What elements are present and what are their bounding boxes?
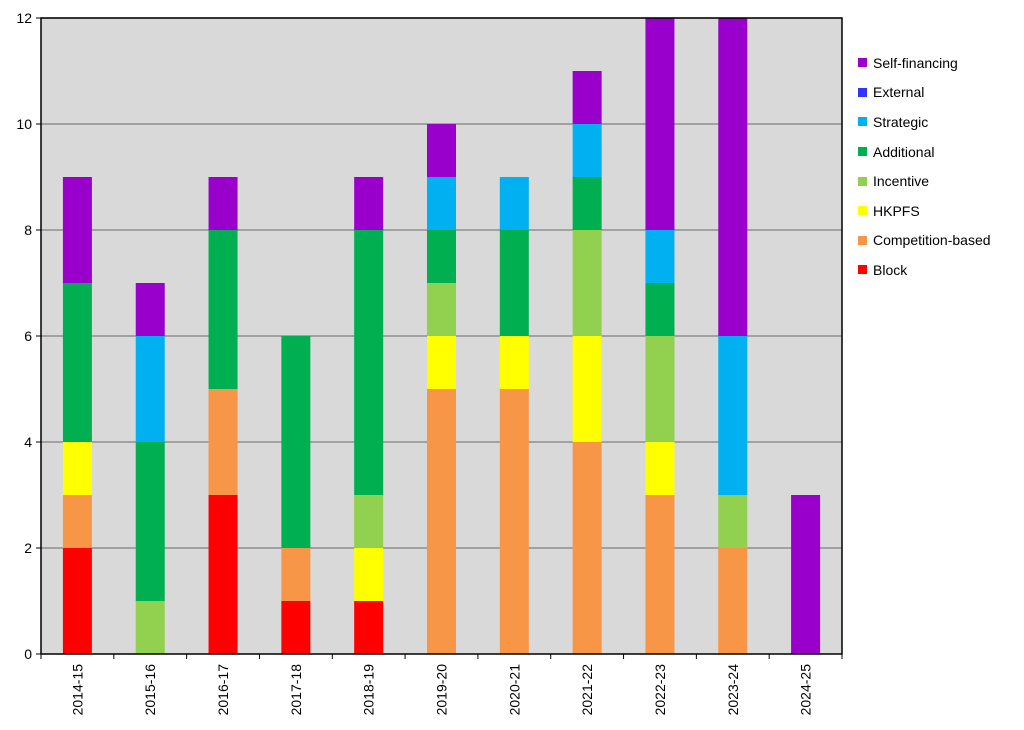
bar-segment-hkpfs [572,336,602,442]
bar-segment-hkpfs [499,336,529,389]
bar-segment-self-financing [718,18,748,336]
bar-segment-self-financing [791,495,821,654]
legend-label: Additional [873,143,935,160]
legend-item: HKPFS [858,196,991,226]
bar-segment-competition-based [208,389,238,495]
legend-swatch [858,147,867,157]
legend-item: Strategic [858,107,991,137]
bar-segment-self-financing [135,283,165,336]
bar-segment-self-financing [354,177,384,230]
bar-segment-self-financing [645,18,675,230]
legend-item: Competition-based [858,226,991,256]
legend: Self-financing External Strategic Additiona… [858,48,991,285]
legend-label: Self-financing [873,54,958,71]
legend-swatch [858,206,867,216]
y-tick-label: 8 [24,222,32,238]
y-tick-label: 10 [16,116,32,132]
bar-segment-strategic [718,336,748,495]
legend-label: Incentive [873,173,930,190]
legend-swatch [858,58,867,68]
y-tick-label: 6 [24,328,32,344]
y-tick-label: 4 [24,434,32,450]
bar-segment-hkpfs [62,442,92,495]
bar-segment-competition-based [427,389,456,654]
bar-segment-self-financing [62,177,92,283]
legend-item: External [858,78,991,108]
bar-segment-self-financing [208,177,238,230]
bar-segment-additional [62,283,92,442]
x-tick-label: 2018-19 [361,664,377,716]
bar-segment-incentive [718,495,748,548]
bar-segment-incentive [645,336,675,442]
bar-segment-additional [572,177,602,230]
x-tick-label: 2014-15 [69,664,85,716]
x-tick-label: 2024-25 [798,664,814,716]
x-tick-label: 2022-23 [652,664,668,716]
legend-item: Incentive [858,166,991,196]
legend-item: Block [858,255,991,285]
bar-segment-hkpfs [645,442,675,495]
bar-segment-additional [354,230,384,495]
bar-segment-competition-based [62,495,92,548]
bar-segment-competition-based [645,495,675,654]
legend-swatch [858,265,867,275]
x-tick-label: 2021-22 [579,664,595,716]
bar-segment-additional [281,336,311,548]
bar-segment-additional [499,230,529,336]
legend-label: Strategic [873,113,929,130]
x-tick-label: 2017-18 [288,664,304,716]
bar-segment-incentive [427,283,456,336]
bar-segment-strategic [135,336,165,442]
bars [62,18,821,654]
bar-segment-strategic [572,124,602,177]
bar-segment-self-financing [427,124,456,177]
x-tick-label: 2020-21 [506,664,522,716]
bar-segment-additional [645,283,675,336]
bar-segment-block [62,548,92,654]
y-tick-label: 2 [24,540,32,556]
bar-segment-block [281,601,311,654]
bar-segment-competition-based [572,442,602,654]
legend-item: Self-financing [858,48,991,78]
legend-label: HKPFS [873,202,920,219]
x-tick-label: 2019-20 [434,664,450,716]
legend-item: Additional [858,137,991,167]
y-tick-label: 12 [16,10,32,26]
x-axis-ticks: 2014-15 2015-16 2016-17 2017-18 2018-19 2019-… [40,654,843,716]
bar-segment-additional [427,230,456,283]
y-tick-label: 0 [24,646,32,662]
legend-label: Competition-based [873,232,991,249]
bar-segment-incentive [572,230,602,336]
legend-swatch [858,235,867,245]
bar-segment-self-financing [572,71,602,124]
bar-segment-additional [135,442,165,601]
bar-segment-additional [208,230,238,389]
bar-segment-hkpfs [354,548,384,601]
bar-segment-block [354,601,384,654]
bar-segment-incentive [354,495,384,548]
x-tick-label: 2015-16 [142,664,158,716]
bar-segment-competition-based [499,389,529,654]
legend-label: External [873,84,925,101]
legend-swatch [858,176,867,186]
bar-segment-hkpfs [427,336,456,389]
x-tick-label: 2016-17 [215,664,231,716]
legend-swatch [858,87,867,97]
bar-segment-competition-based [281,548,311,601]
x-tick-label: 2023-24 [725,664,741,716]
y-axis-ticks: 0 2 4 6 8 10 12 [16,10,41,662]
bar-segment-strategic [645,230,675,283]
bar-segment-competition-based [718,548,748,654]
bar-segment-incentive [135,601,165,654]
bar-segment-strategic [427,177,456,230]
legend-swatch [858,117,867,127]
bar-segment-block [208,495,238,654]
legend-label: Block [873,261,908,278]
bar-segment-strategic [499,177,529,230]
